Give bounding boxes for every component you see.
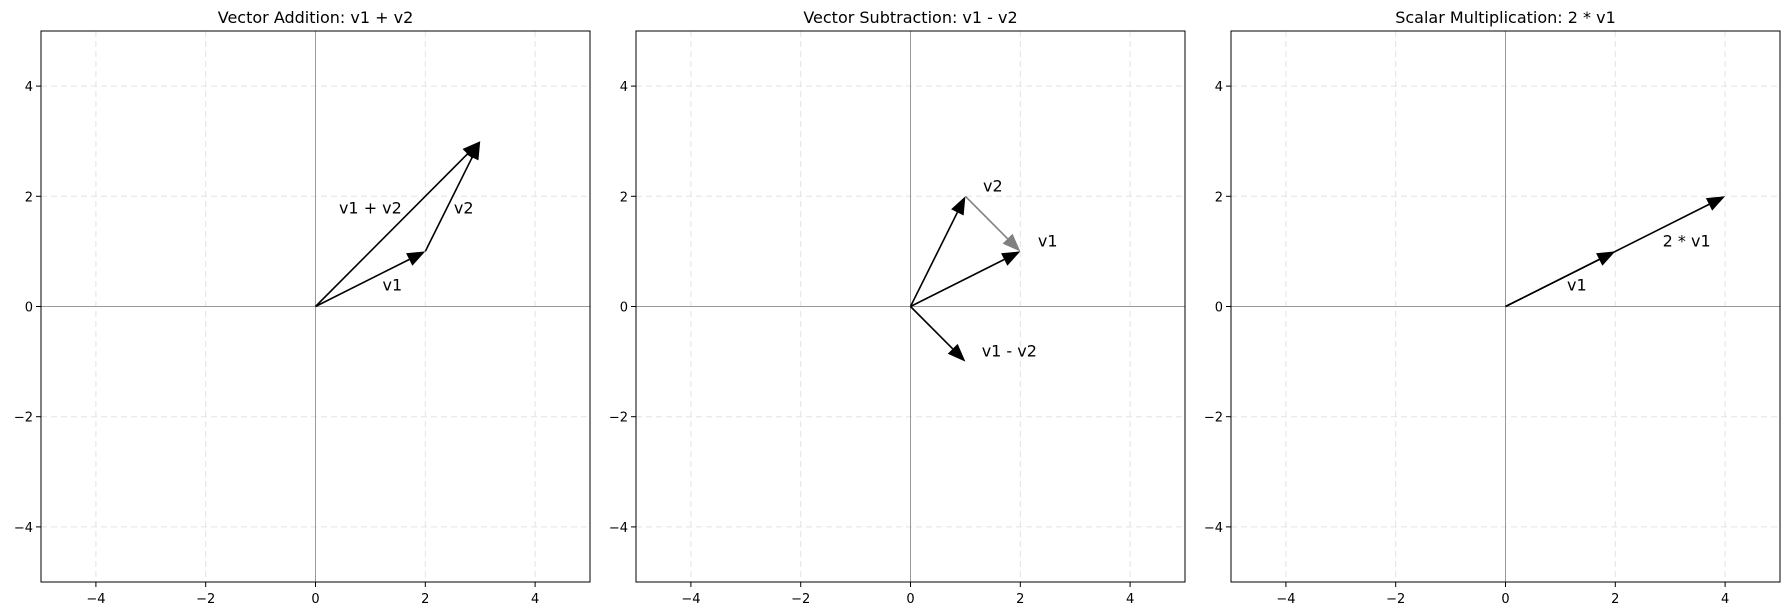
vector-arrowhead [947,343,966,362]
y-tick-label: 0 [620,301,628,316]
vector-shaft [964,195,1009,240]
x-tick-label: 2 [1016,592,1024,607]
vector-shaft [424,156,473,252]
x-tick-label: 4 [1721,592,1729,607]
vector-label: v2 [454,198,474,217]
x-tick-label: −4 [681,592,700,607]
vector-shaft [910,258,1005,308]
vector-arrowhead [1002,233,1021,252]
vectors [314,141,481,308]
y-tick-label: 2 [1215,190,1223,205]
vector-shaft [1505,203,1710,308]
vector-shaft [909,305,954,350]
vector-arrowhead [1705,196,1726,211]
grid [1231,31,1780,582]
y-tick-label: −2 [609,411,628,426]
vector-shaft [314,153,469,308]
x-tick-label: 0 [1501,592,1509,607]
vector-arrowhead [462,141,481,159]
x-tick-label: −4 [1276,592,1295,607]
vector-label: v1 [1038,231,1058,250]
vector-shaft [909,212,959,307]
x-tick-label: −4 [86,592,105,607]
y-tick-label: −4 [14,521,33,536]
x-tick-label: 0 [906,592,914,607]
vectors [1505,196,1726,308]
y-tick-label: 4 [25,80,33,95]
y-tick-label: 0 [25,301,33,316]
chart-panel-3: Scalar Multiplication: 2 * v1 v1 2 * v1 −4 −… [1204,8,1781,607]
y-tick-label: −2 [14,411,33,426]
x-tick-label: 4 [531,592,539,607]
y-tick-label: −4 [609,521,628,536]
vectors [909,195,1021,362]
x-tick-label: 2 [421,592,429,607]
vector-arrowhead [1001,251,1021,266]
vector-arrowhead [951,196,966,216]
y-tick-label: −2 [1204,411,1223,426]
x-tick-label: 4 [1126,592,1134,607]
y-tick-label: −4 [1204,521,1223,536]
chart-panel-1: Vector Addition: v1 + v2 v1 v2 v1 + v2 −4 −2 0… [14,8,591,607]
chart-panel-2: Vector Subtraction: v1 - v2 v1 v2 v1 - v2 −4… [609,8,1186,607]
x-tick-label: −2 [196,592,215,607]
vector-arrowhead [1596,251,1616,266]
vector-label: 2 * v1 [1663,231,1711,250]
vector-shaft [315,258,410,308]
x-tick-label: 0 [311,592,319,607]
y-tick-label: 2 [25,190,33,205]
y-tick-label: 4 [1215,80,1223,95]
vector-label: v1 [383,275,403,294]
chart-title: Scalar Multiplication: 2 * v1 [1395,8,1616,27]
vector-arrowhead [406,251,426,266]
x-tick-label: −2 [791,592,810,607]
chart-title: Vector Subtraction: v1 - v2 [803,8,1017,27]
chart-title: Vector Addition: v1 + v2 [218,8,414,27]
vector-label: v2 [983,176,1003,195]
vector-label: v1 [1567,275,1587,294]
y-tick-label: 0 [1215,301,1223,316]
vector-label: v1 - v2 [982,342,1037,361]
vector-label: v1 + v2 [339,198,402,217]
y-tick-label: 4 [620,80,628,95]
y-tick-label: 2 [620,190,628,205]
x-tick-label: −2 [1386,592,1405,607]
x-tick-label: 2 [1611,592,1619,607]
